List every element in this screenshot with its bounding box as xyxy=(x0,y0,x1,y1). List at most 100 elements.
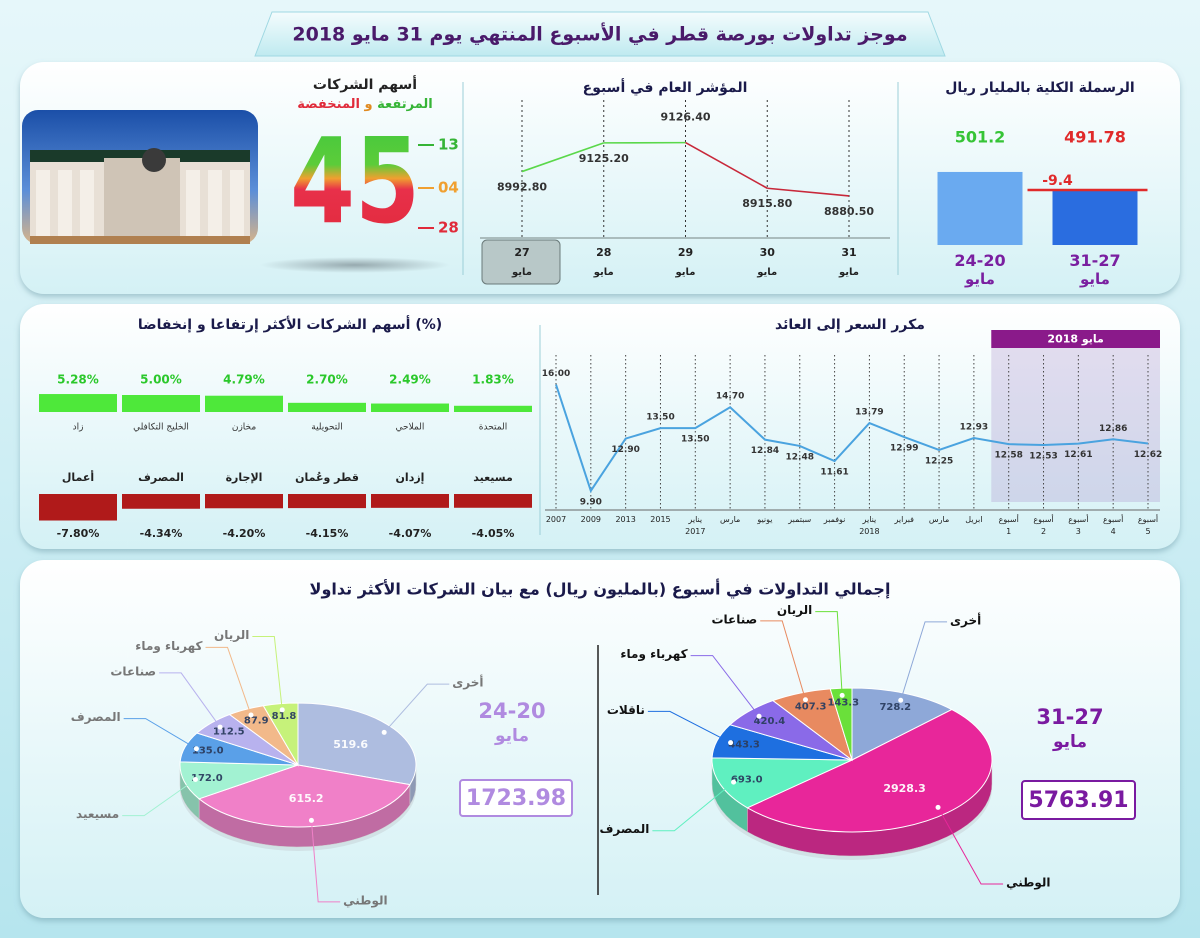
bar xyxy=(205,395,283,412)
category-label: أسبوع 5 xyxy=(1138,514,1158,536)
index-segment xyxy=(767,187,850,197)
value-label: 12.25 xyxy=(925,456,953,466)
category-label: صناعات xyxy=(110,664,156,678)
category-label: 30 xyxy=(760,246,776,259)
stocks-subtitle: المرتفعة و المنخفضة xyxy=(297,97,433,112)
category-label: 28 xyxy=(596,246,611,259)
value-label: 12.86 xyxy=(1099,424,1127,434)
leader-line xyxy=(205,646,252,716)
value-label: 693.0 xyxy=(731,775,763,786)
category-label: 2013 xyxy=(615,515,635,524)
total-label: 5763.91 xyxy=(1028,788,1128,813)
pie-slice xyxy=(711,757,853,809)
value-label: 9.90 xyxy=(580,497,602,507)
category-sublabel: مايو xyxy=(675,267,696,278)
bar xyxy=(371,403,449,412)
category-label: أعمال xyxy=(62,470,94,484)
panel xyxy=(20,304,1180,549)
stocks-total: 45 xyxy=(290,112,420,250)
leader-line xyxy=(760,620,806,700)
leader-line xyxy=(310,820,341,903)
bar xyxy=(205,494,283,509)
text-line: 2015 xyxy=(650,515,670,524)
photo xyxy=(22,110,258,244)
value-label: 12.99 xyxy=(890,444,918,454)
section-title: إجمالي التداولات في أسبوع (بالمليون ريال… xyxy=(310,579,891,600)
text-line: مارس xyxy=(720,515,740,524)
leader-line xyxy=(383,683,450,733)
value-label: -7.80% xyxy=(57,527,100,540)
category-label: قطر وعُمان xyxy=(295,471,359,484)
leader-dot xyxy=(756,713,762,719)
value-label: 443.3 xyxy=(728,740,760,751)
value-label: -4.20% xyxy=(223,527,266,540)
category-label: 27 xyxy=(514,246,529,259)
period-label: 24-20 مايو xyxy=(478,699,545,746)
category-sublabel: مايو xyxy=(756,267,777,278)
bar xyxy=(39,394,117,412)
value-label: 8992.80 xyxy=(497,181,547,194)
text-line: يناير xyxy=(862,515,877,524)
value-label: -4.05% xyxy=(472,527,515,540)
stocks-unchanged: 04 xyxy=(438,179,459,197)
value-label: 407.3 xyxy=(795,701,827,712)
leader-dot xyxy=(248,712,254,718)
bar xyxy=(1052,189,1138,245)
leader-dot xyxy=(802,697,808,703)
value-label: 81.8 xyxy=(272,711,297,722)
leader-dot xyxy=(381,729,387,735)
chart-title: أسهم الشركات الأكثر إرتفاعا و إنخفاضا (%… xyxy=(138,315,442,333)
leader-line xyxy=(690,655,760,717)
text-line: سبتمبر xyxy=(787,515,811,524)
text-line: 31-27 xyxy=(1036,705,1103,729)
category-label: الريان xyxy=(214,628,249,642)
value-label: 8915.80 xyxy=(742,197,792,210)
value-label: 501.2 xyxy=(955,128,1006,147)
subtitle-and: و xyxy=(364,97,373,112)
category-label: 31-27 مايو xyxy=(1069,251,1120,288)
category-label: التحويلية xyxy=(311,423,342,433)
value-label: 13.50 xyxy=(681,435,709,445)
value-label: 8880.50 xyxy=(824,205,874,218)
category-label: أسبوع 1 xyxy=(999,514,1019,536)
total-label: 1723.98 xyxy=(466,786,566,811)
value-label: 9126.40 xyxy=(660,111,710,124)
value-label: -4.15% xyxy=(306,527,349,540)
leader-line xyxy=(123,718,197,750)
category-sublabel: مايو xyxy=(511,267,532,278)
bar xyxy=(39,494,117,521)
value-label: 12.58 xyxy=(994,451,1022,461)
value-label: 5.00% xyxy=(140,373,182,387)
category-label: يناير 2018 xyxy=(859,515,879,536)
category-label: يناير 2017 xyxy=(685,515,705,536)
value-label: 4.79% xyxy=(223,373,265,387)
leader-dot xyxy=(279,707,285,713)
text-line: 2007 xyxy=(546,515,566,524)
value-label: 112.5 xyxy=(213,726,245,737)
value-label: 135.0 xyxy=(192,746,224,757)
text-line: 2017 xyxy=(685,527,705,536)
text-line: أسبوع xyxy=(1103,514,1123,524)
text-line: مايو xyxy=(494,726,529,746)
pe-line xyxy=(555,384,1149,494)
value-label: 12.93 xyxy=(960,423,988,433)
stocks-title: أسهم الشركات xyxy=(313,75,417,93)
leader-dot xyxy=(839,692,845,698)
value-label: 16.00 xyxy=(542,369,570,379)
bar xyxy=(288,494,366,509)
text-line: 2018 xyxy=(859,527,879,536)
text-line: 3 xyxy=(1076,527,1081,536)
leader-line xyxy=(815,611,843,696)
text-line: 2 xyxy=(1041,527,1046,536)
text-line: 24-20 xyxy=(954,251,1005,270)
value-label: 12.48 xyxy=(786,452,814,462)
pie-slice xyxy=(262,702,299,767)
shadow xyxy=(260,257,450,273)
subtitle-up: المرتفعة xyxy=(377,97,433,112)
category-label: المصرف xyxy=(71,710,121,724)
value-label: 87.9 xyxy=(244,716,269,727)
leader-line xyxy=(122,779,196,817)
category-label: الخليج التكافلي xyxy=(133,423,189,433)
leader-dot xyxy=(217,724,223,730)
value-label: 13.79 xyxy=(855,408,883,418)
